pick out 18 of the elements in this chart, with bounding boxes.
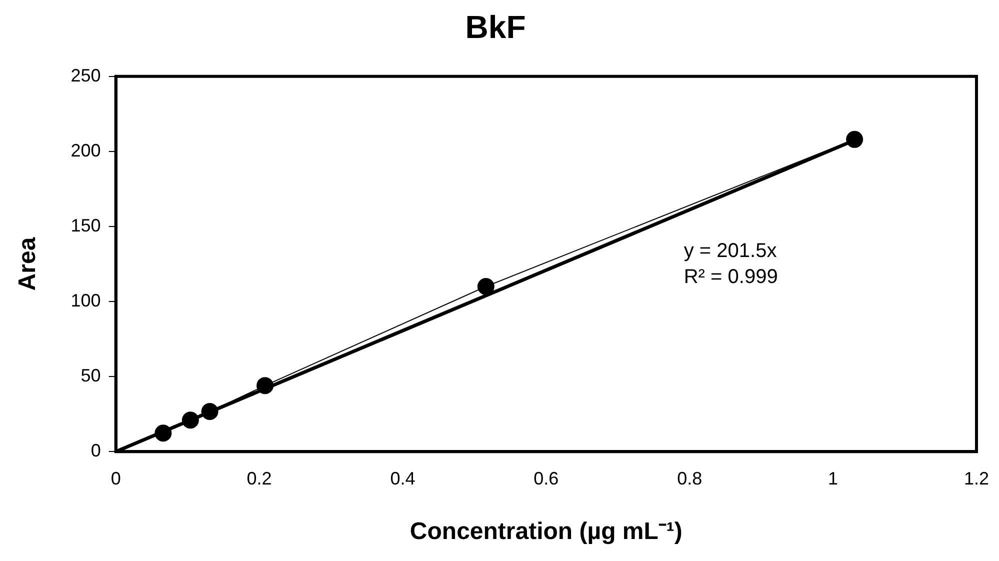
y-tick-label: 0: [90, 440, 101, 461]
x-tick-label: 1.2: [964, 468, 990, 488]
x-tick-label: 0.6: [534, 468, 559, 488]
annotation: R² = 0.999: [684, 266, 778, 288]
annotation: y = 201.5x: [684, 240, 777, 262]
chart-title: BkF: [465, 9, 526, 46]
y-tick-label: 200: [70, 140, 101, 160]
y-tick-label: 250: [70, 65, 101, 86]
x-tick-label: 0.8: [677, 468, 702, 488]
x-tick-label: 0.4: [390, 468, 416, 488]
y-tick-label: 50: [80, 366, 101, 386]
y-axis-title: Area: [14, 236, 42, 291]
y-tick-label: 100: [70, 290, 101, 310]
x-axis-title: Concentration (µg mL⁻¹): [410, 518, 682, 546]
x-tick-label: 1: [828, 468, 838, 488]
x-tick-label: 0: [110, 468, 121, 488]
y-tick-label: 150: [70, 215, 101, 236]
x-tick-label: 0.2: [246, 468, 272, 488]
